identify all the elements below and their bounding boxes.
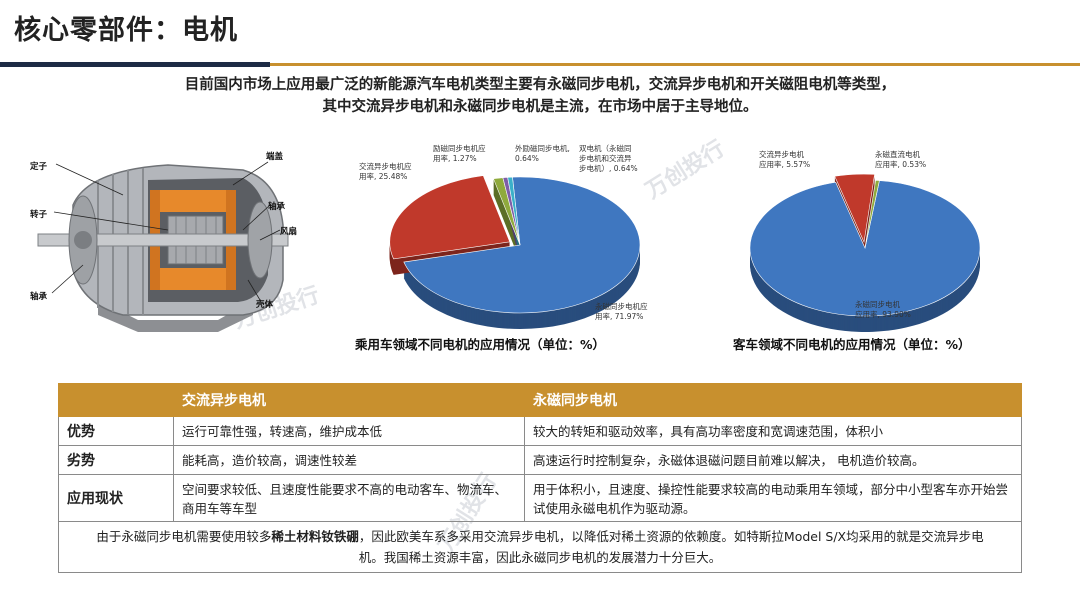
pie-slice-3 (864, 179, 880, 249)
pie-slice-side (493, 188, 520, 256)
pie1-caption: 乘用车领域不同电机的应用情况（单位：%） (355, 337, 606, 352)
motor-illustration-svg (37, 161, 289, 332)
pie2-caption: 客车领域不同电机的应用情况（单位：%） (733, 337, 971, 352)
pie2-label-induction: 交流异步电机 应用率, 5.57% (759, 150, 811, 169)
cell-async-advantages: 运行可靠性强，转速高，维护成本低 (173, 416, 525, 446)
cell-pm-application: 用于体积小，且速度、操控性能要求较高的电动乘用车领域，部分中小型客车亦开始尝试使… (524, 474, 1022, 522)
pie2-label-dc: 永磁直流电机 应用率, 0.53% (875, 150, 927, 169)
intro-line-2: 其中交流异步电机和永磁同步电机是主流，在市场中居于主导地位。 (322, 99, 758, 115)
table-header-pm: 永磁同步电机 (524, 383, 1022, 417)
pie-chart-passenger-container: 交流异步电机应 用率, 25.48% 励磁同步电机应 用率, 1.27% 外励磁… (345, 140, 665, 355)
label-fan: 风扇 (280, 227, 298, 237)
pie1-label-external: 外励磁同步电机, 0.64% (515, 144, 570, 163)
table-row: 应用现状 空间要求较低、且速度性能要求不高的电动客车、物流车、商用车等车型 用于… (58, 474, 1022, 522)
table-header-corner (58, 383, 174, 417)
row-label-disadvantages: 劣势 (58, 445, 174, 475)
table-note: 由于永磁同步电机需要使用较多稀土材料钕铁硼，因此欧美车系多采用交流异步电机，以降… (58, 521, 1022, 573)
pie-slice-side (493, 191, 520, 259)
table-header-async: 交流异步电机 (173, 383, 525, 417)
pie-slice-2 (834, 173, 875, 244)
intro-line-1: 目前国内市场上应用最广泛的新能源汽车电机类型主要有永磁同步电机，交流异步电机和开… (184, 77, 896, 93)
pie-slice-side (493, 193, 520, 261)
cell-async-disadvantages: 能耗高，造价较高，调速性较差 (173, 445, 525, 475)
pie-chart-bus-container: 交流异步电机 应用率, 5.57% 永磁直流电机 应用率, 0.53% 永磁同步… (725, 140, 1025, 355)
pie-slice-side (493, 186, 520, 254)
table-note-row: 由于永磁同步电机需要使用较多稀土材料钕铁硼，因此欧美车系多采用交流异步电机，以降… (58, 521, 1022, 573)
intro-text: 目前国内市场上应用最广泛的新能源汽车电机类型主要有永磁同步电机，交流异步电机和开… (140, 74, 940, 118)
pie-slice-side (493, 185, 520, 253)
table-row: 劣势 能耗高，造价较高，调速性较差 高速运行时控制复杂，永磁体退磁问题目前难以解… (58, 445, 1022, 475)
label-stator: 定子 (30, 162, 48, 172)
pie1-label-induction: 交流异步电机应 用率, 25.48% (359, 162, 412, 181)
title-rule-gold (270, 63, 1080, 66)
pie-slice-1 (403, 176, 641, 314)
cell-pm-disadvantages: 高速运行时控制复杂，永磁体退磁问题目前难以解决， 电机造价较高。 (524, 445, 1022, 475)
pie-slice-side (493, 187, 520, 255)
note-bold-material: 稀土材料钕铁硼 (271, 529, 359, 544)
pie-slice-1 (749, 180, 981, 317)
pie2-label-pm: 永磁同步电机 应用率, 93.90% (855, 300, 911, 319)
note-part-1: 由于永磁同步电机需要使用较多 (96, 529, 272, 544)
row-label-application: 应用现状 (58, 474, 174, 522)
table-header-row: 交流异步电机 永磁同步电机 (58, 383, 1022, 417)
pie-slice-side (493, 184, 520, 252)
title-rule-dark (0, 62, 270, 67)
table-row: 优势 运行可靠性强，转速高，维护成本低 较大的转矩和驱动效率，具有高功率密度和宽… (58, 416, 1022, 446)
label-bearing-left: 轴承 (30, 292, 48, 302)
pie-slice-side (493, 192, 520, 260)
label-bearing-right: 轴承 (268, 202, 286, 212)
pie-slice-5 (507, 176, 521, 246)
label-end-cap: 端盖 (266, 152, 284, 162)
label-rotor: 转子 (30, 210, 48, 220)
cell-pm-advantages: 较大的转矩和驱动效率，具有高功率密度和宽调速范围，体积小 (524, 416, 1022, 446)
pie1-label-excitation: 励磁同步电机应 用率, 1.27% (433, 144, 486, 163)
row-label-advantages: 优势 (58, 416, 174, 446)
pie-slice-side (493, 189, 520, 257)
page-title: 核心零部件：电机 (14, 15, 238, 46)
pie-slice-side (493, 190, 520, 258)
label-housing: 壳体 (256, 300, 274, 310)
motor-cutaway-illustration: 定子 转子 轴承 端盖 轴承 风扇 壳体 (28, 150, 310, 340)
pie-chart-passenger (389, 175, 641, 329)
cell-async-application: 空间要求较低、且速度性能要求不高的电动客车、物流车、商用车等车型 (173, 474, 525, 522)
pie-chart-bus (749, 173, 981, 332)
comparison-table: 交流异步电机 永磁同步电机 优势 运行可靠性强，转速高，维护成本低 较大的转矩和… (58, 383, 1022, 573)
pie1-label-dual: 双电机（永磁同 步电机和交流异 步电机）, 0.64% (579, 144, 638, 173)
note-part-2: ，因此欧美车系多采用交流异步电机，以降低对稀土资源的依赖度。如特斯拉Model … (358, 529, 984, 565)
pie1-label-pm: 永磁同步电机应 用率, 71.97% (595, 302, 648, 321)
pie-slice-2 (389, 175, 511, 260)
